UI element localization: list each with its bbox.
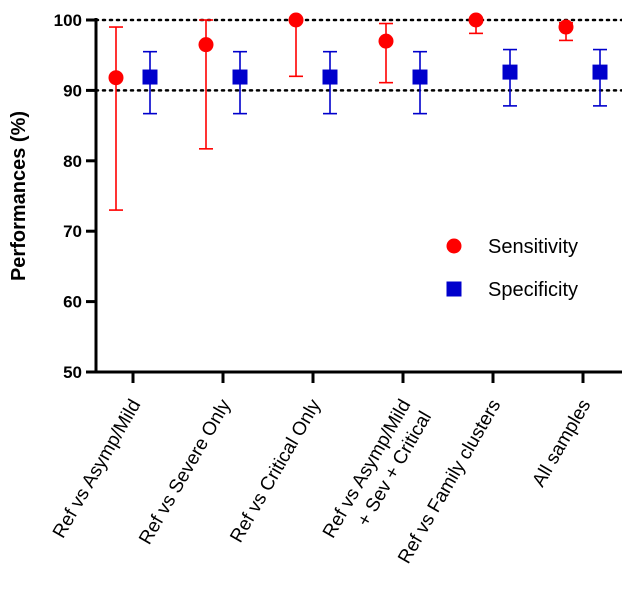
legend-marker-specificity (446, 281, 462, 297)
x-tick-label-line: Ref vs Severe Only (135, 396, 235, 549)
data-point (468, 12, 484, 28)
legend-label-specificity: Specificity (488, 279, 578, 301)
y-tick-label-90: 90 (63, 81, 82, 100)
x-tick-label-line: Ref vs Critical Only (226, 396, 325, 547)
data-point (108, 70, 124, 86)
data-point (592, 64, 608, 80)
legend-marker-sensitivity (446, 238, 462, 254)
data-point (142, 69, 158, 85)
x-tick-label-line: All samples (529, 396, 596, 491)
y-tick-label-50: 50 (63, 363, 82, 382)
data-point (378, 33, 394, 49)
x-tick-label-2: Ref vs Critical Only (226, 396, 325, 547)
y-tick-label-80: 80 (63, 152, 82, 171)
x-tick-label-line: Ref vs Asymp/Mild (49, 396, 145, 542)
series-sensitivity (108, 12, 574, 211)
y-tick-label-60: 60 (63, 293, 82, 312)
y-tick-label-70: 70 (63, 222, 82, 241)
x-tick-label-1: Ref vs Severe Only (135, 396, 235, 549)
data-point (558, 19, 574, 35)
legend: Sensitivity Specificity (446, 236, 578, 301)
series-specificity (142, 48, 608, 115)
legend-label-sensitivity: Sensitivity (488, 236, 578, 258)
data-point (288, 12, 304, 28)
y-tick-label-100: 100 (54, 11, 82, 30)
data-point (322, 69, 338, 85)
data-marks (108, 12, 608, 211)
data-point (502, 64, 518, 80)
x-tick-label-5: All samples (529, 396, 596, 491)
reference-lines (94, 18, 622, 92)
data-point (232, 69, 248, 85)
data-point (198, 37, 214, 53)
y-axis: 50 60 70 80 90 100 (54, 11, 98, 382)
data-point (412, 69, 428, 85)
y-axis-title: Performances (%) (8, 111, 30, 281)
x-tick-label-0: Ref vs Asymp/Mild (49, 396, 145, 542)
